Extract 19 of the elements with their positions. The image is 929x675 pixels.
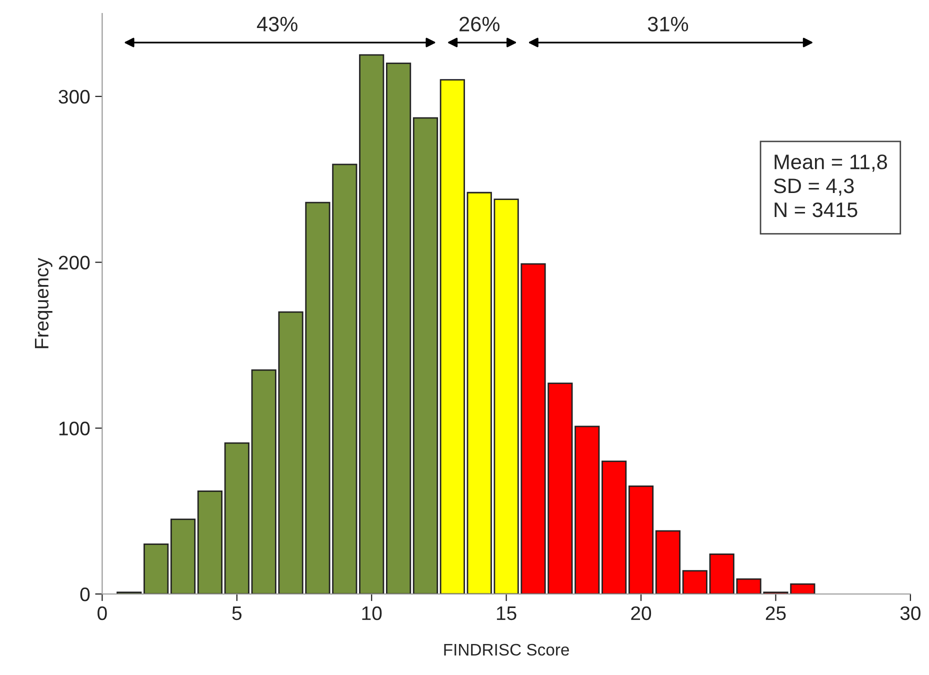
x-axis-title: FINDRISC Score	[444, 644, 569, 656]
y-tick-label: 100	[59, 422, 90, 436]
x-tick-label: 20	[631, 606, 652, 620]
annotation: 31%	[648, 16, 688, 32]
annotation: SD = 4,3	[774, 178, 854, 196]
x-tick-label: 30	[900, 606, 920, 620]
x-tick-label: 5	[232, 606, 242, 620]
x-tick-label: 10	[362, 606, 382, 620]
y-tick-label: 200	[58, 256, 90, 270]
y-tick-label: 0	[80, 587, 90, 602]
y-tick-label: 300	[58, 90, 90, 104]
y-axis-title: Frequency	[34, 258, 52, 348]
x-tick-label: 15	[496, 606, 516, 620]
x-tick-label: 25	[766, 606, 786, 620]
x-tick-label: 0	[98, 606, 107, 620]
annotation: Mean = 11,8	[774, 154, 887, 172]
annotation: 26%	[460, 16, 500, 32]
annotation: 43%	[256, 16, 298, 32]
annotation: N = 3415	[774, 202, 858, 218]
